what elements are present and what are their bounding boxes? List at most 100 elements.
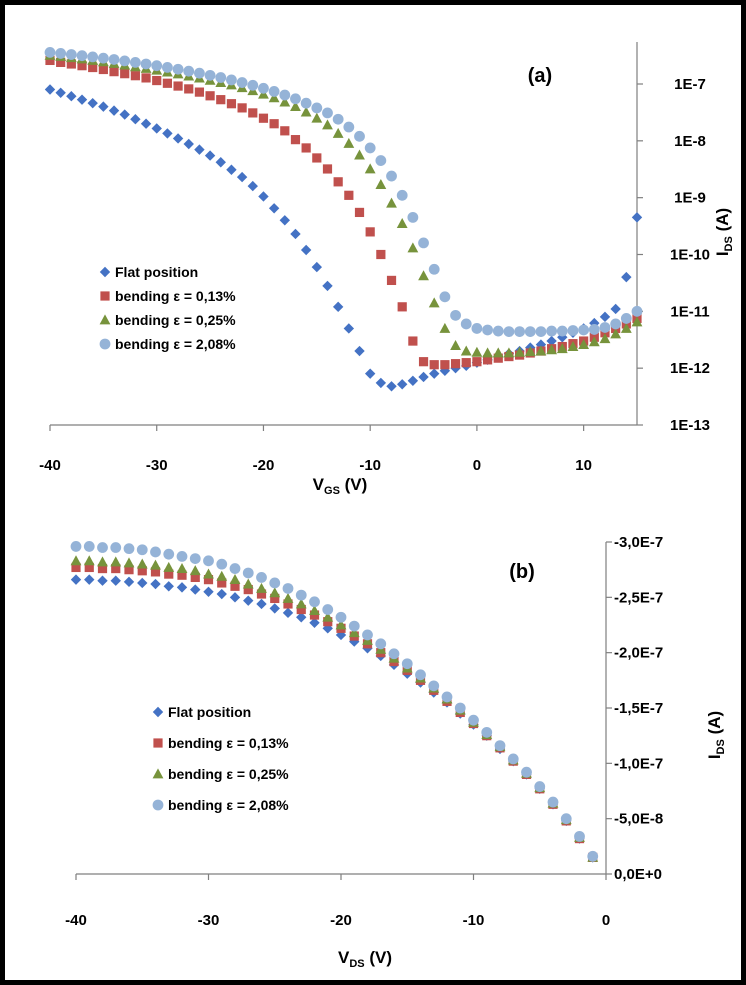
data-point — [386, 170, 397, 182]
data-point — [282, 607, 294, 619]
data-point — [375, 377, 387, 389]
x-axis-title: VGS (V) — [313, 475, 368, 497]
series-2 — [71, 562, 598, 862]
data-point — [97, 556, 108, 567]
data-point — [77, 61, 87, 71]
data-point — [348, 620, 360, 632]
data-point — [300, 106, 312, 117]
data-point — [375, 178, 387, 189]
data-point — [599, 333, 611, 344]
data-point — [322, 119, 333, 130]
data-point — [309, 596, 320, 608]
data-point — [163, 561, 175, 572]
panel-b: -40 -30 -20 -10 0 -3,0E-7 -2,5E-7 -2,0E-7 -1,5E-… — [65, 534, 727, 970]
data-point — [109, 67, 119, 77]
data-point — [226, 99, 237, 109]
data-point — [151, 60, 163, 72]
data-point — [55, 87, 66, 99]
data-point — [108, 105, 120, 116]
data-point — [578, 338, 590, 349]
data-point — [124, 565, 134, 575]
y-axis-title-part: I — [713, 251, 732, 256]
x-axis-title-part: (V) — [365, 948, 392, 967]
data-point — [429, 368, 440, 379]
data-point — [282, 583, 294, 594]
data-point — [560, 813, 572, 825]
data-point — [130, 114, 141, 125]
data-point — [631, 305, 643, 317]
data-point — [55, 48, 67, 59]
x-tick-label: -10 — [359, 457, 381, 474]
y-tick-label: -3,0E-7 — [614, 534, 663, 551]
data-point — [546, 335, 557, 347]
data-point — [311, 261, 323, 273]
data-point — [428, 297, 440, 308]
data-point — [280, 126, 290, 136]
data-point — [375, 155, 387, 166]
y-axis-title: IDS (A) — [713, 208, 735, 256]
data-point — [535, 326, 547, 337]
data-point — [332, 113, 344, 125]
x-tick-label: -20 — [253, 457, 275, 474]
data-point — [471, 323, 483, 334]
x-tick-label: -40 — [65, 912, 87, 929]
data-point — [375, 638, 387, 650]
data-point — [482, 347, 493, 358]
data-point — [123, 576, 135, 588]
data-point — [150, 546, 161, 558]
data-point — [216, 558, 228, 570]
data-point — [407, 242, 419, 253]
data-point — [332, 127, 344, 138]
data-point — [450, 359, 461, 369]
legend-label: bending ε = 2,08% — [168, 797, 289, 813]
data-point — [460, 345, 472, 356]
data-point — [76, 94, 88, 105]
data-point — [88, 62, 98, 73]
data-point — [216, 588, 227, 600]
data-point — [70, 574, 82, 585]
data-point — [534, 781, 546, 792]
data-point — [216, 95, 226, 105]
legend-marker — [99, 266, 111, 278]
data-point — [150, 559, 161, 570]
data-point — [322, 280, 333, 292]
data-point — [183, 138, 194, 150]
data-point — [204, 150, 216, 161]
x-axis-title-part: GS — [324, 485, 340, 497]
data-point — [110, 556, 122, 567]
data-point — [396, 189, 408, 201]
data-point — [70, 541, 82, 552]
data-point — [503, 326, 515, 337]
data-point — [311, 112, 323, 123]
data-point — [120, 69, 130, 79]
legend-label: Flat position — [168, 704, 251, 720]
data-point — [150, 567, 161, 577]
data-point — [461, 358, 471, 368]
data-point — [521, 766, 532, 778]
legend-marker — [152, 706, 164, 718]
data-point — [247, 180, 258, 192]
data-point — [364, 163, 376, 174]
data-point — [578, 324, 590, 336]
data-point — [176, 550, 188, 562]
data-point — [354, 149, 365, 160]
data-point — [610, 328, 622, 339]
data-point — [140, 58, 152, 70]
data-point — [546, 344, 558, 355]
data-point — [620, 322, 632, 333]
legend-marker — [152, 799, 164, 811]
legend-label: bending ε = 0,13% — [168, 735, 289, 751]
data-point — [300, 97, 312, 109]
x-tick-label: 10 — [575, 457, 592, 474]
series-4 — [44, 46, 643, 337]
data-point — [290, 135, 301, 145]
y-axis-title-part: I — [705, 754, 724, 759]
data-point — [418, 371, 429, 383]
data-point — [243, 584, 253, 595]
data-point — [468, 714, 479, 726]
data-point — [429, 360, 439, 370]
data-point — [110, 575, 121, 586]
data-point — [268, 203, 280, 214]
data-point — [65, 49, 77, 60]
